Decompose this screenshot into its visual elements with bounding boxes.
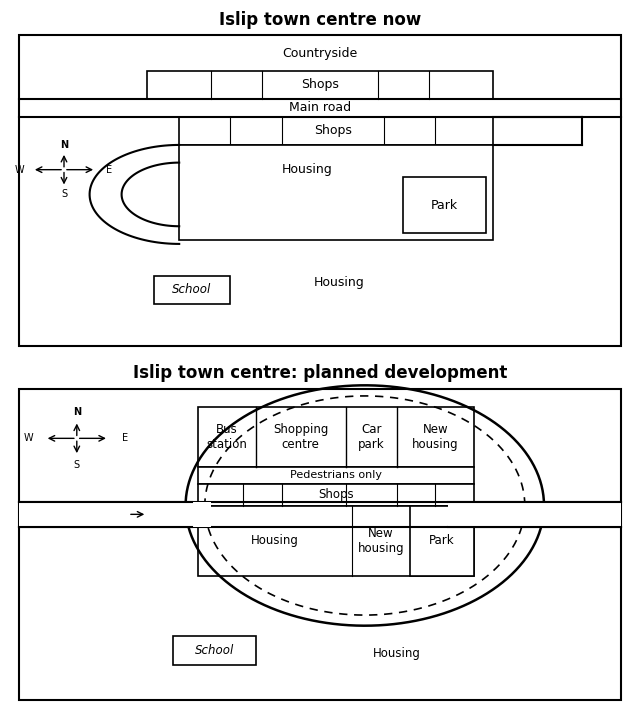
Text: Park: Park (429, 534, 454, 547)
Text: Housing: Housing (282, 163, 333, 176)
Bar (410, 506, 474, 576)
Bar (403, 177, 486, 233)
Text: Housing: Housing (252, 534, 299, 547)
Bar (154, 276, 230, 304)
Text: E: E (106, 165, 112, 175)
Bar (448, 502, 621, 527)
Text: Shopping
centre: Shopping centre (273, 423, 328, 450)
Text: School: School (195, 644, 234, 657)
Bar (179, 117, 493, 145)
Text: Car
park: Car park (358, 423, 385, 450)
Text: Islip town centre: planned development: Islip town centre: planned development (133, 364, 507, 382)
Bar (198, 407, 474, 467)
Text: N: N (73, 407, 81, 417)
Text: Countryside: Countryside (282, 47, 358, 59)
Text: Pedestrians only: Pedestrians only (290, 470, 382, 481)
Text: E: E (122, 433, 128, 443)
Bar (173, 636, 256, 665)
Bar (179, 145, 493, 240)
Text: W: W (14, 165, 24, 175)
Text: Shops: Shops (318, 489, 354, 501)
Text: Dual: Dual (77, 506, 102, 516)
Text: N: N (60, 140, 68, 150)
Text: Shops: Shops (314, 124, 352, 137)
Text: Park: Park (431, 199, 458, 211)
Text: carriageway: carriageway (55, 516, 124, 527)
Bar (19, 502, 211, 527)
Text: Main road: Main road (289, 101, 351, 115)
Text: New
housing: New housing (412, 423, 458, 450)
Bar (19, 35, 621, 346)
Text: School: School (172, 284, 212, 296)
Text: Shops: Shops (301, 78, 339, 91)
Text: Islip town centre now: Islip town centre now (219, 11, 421, 28)
Text: Bus
station: Bus station (207, 423, 248, 450)
Bar (147, 71, 493, 99)
Bar (19, 389, 621, 700)
Bar (198, 484, 474, 506)
Text: New
housing: New housing (358, 527, 404, 555)
Text: Housing: Housing (314, 276, 365, 289)
Bar (198, 506, 474, 576)
Text: S: S (61, 189, 67, 199)
Bar (198, 467, 474, 484)
Text: S: S (74, 460, 80, 470)
Text: W: W (24, 433, 34, 443)
Text: Housing: Housing (373, 648, 420, 660)
